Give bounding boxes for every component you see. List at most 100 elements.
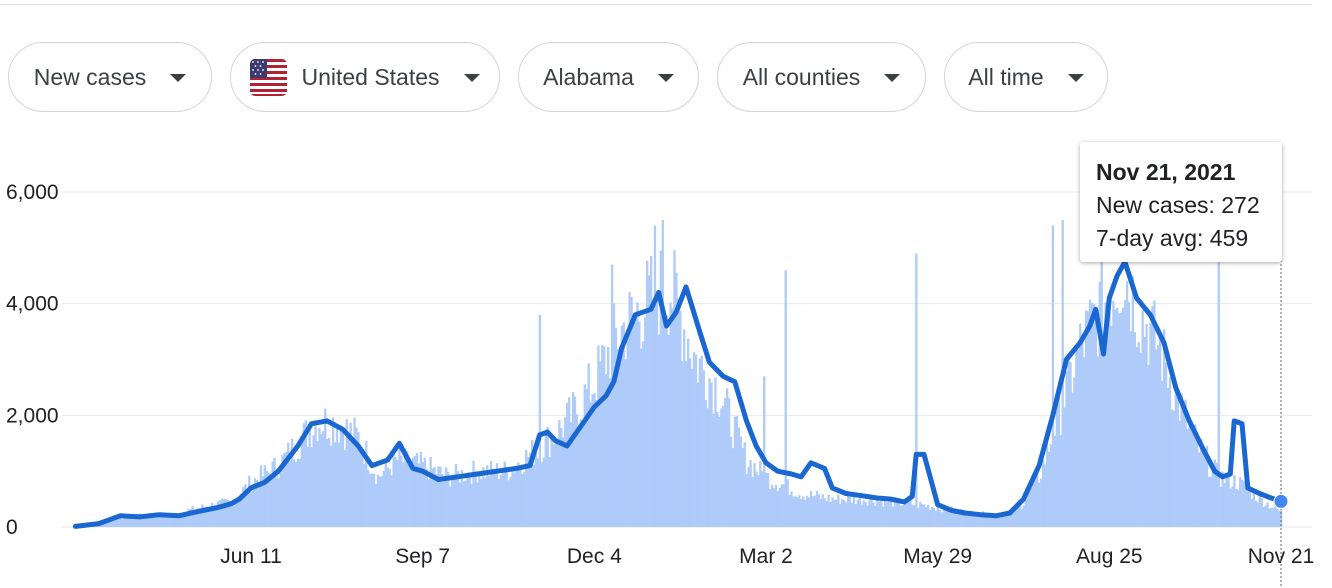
daily-cases-bar <box>1164 362 1168 527</box>
cases-chart[interactable]: 0 2,000 4,000 6,000 Jun 11 Sep 7 Dec 4 Mar 2 Ma… <box>0 130 1332 588</box>
daily-cases-bar <box>667 334 670 527</box>
daily-cases-bar <box>825 501 828 527</box>
daily-cases-bar <box>612 303 616 527</box>
daily-cases-bar <box>704 399 707 527</box>
daily-cases-bar <box>566 402 569 527</box>
daily-cases-bar <box>376 474 380 527</box>
daily-cases-bar <box>316 441 319 527</box>
daily-cases-bar <box>228 500 231 527</box>
daily-cases-bar <box>923 504 926 527</box>
daily-cases-bar <box>702 370 705 527</box>
daily-cases-bar <box>271 461 274 527</box>
daily-cases-bar <box>209 507 212 527</box>
daily-cases-bar <box>367 470 370 527</box>
daily-cases-bar <box>794 496 797 527</box>
daily-cases-bar <box>1217 247 1220 527</box>
daily-cases-bar <box>380 476 384 527</box>
daily-cases-bar <box>915 253 918 527</box>
daily-cases-bar <box>1133 332 1137 527</box>
daily-cases-bar <box>462 481 465 527</box>
daily-cases-bar <box>848 496 852 527</box>
daily-cases-bar <box>583 384 586 527</box>
daily-cases-bar <box>388 468 391 527</box>
daily-cases-bar <box>653 225 657 527</box>
daily-cases-bar <box>146 516 149 527</box>
daily-cases-bar <box>499 474 503 527</box>
metric-dropdown[interactable]: New cases <box>8 42 212 112</box>
daily-cases-bar <box>805 495 809 527</box>
daily-cases-bar <box>903 504 906 527</box>
daily-cases-bar <box>1045 442 1049 527</box>
daily-cases-bar <box>759 460 762 527</box>
daily-cases-bar <box>807 497 811 527</box>
daily-cases-bar <box>261 476 265 527</box>
daily-cases-bar <box>862 500 865 527</box>
daily-cases-bar <box>1098 281 1101 527</box>
daily-cases-bar <box>138 513 142 527</box>
daily-cases-bar <box>841 499 844 527</box>
daily-cases-bar <box>1073 377 1076 527</box>
daily-cases-bar <box>887 499 891 527</box>
daily-cases-bar <box>1186 428 1189 527</box>
daily-cases-bar <box>236 497 239 527</box>
daily-cases-bar <box>626 333 629 527</box>
daily-cases-bar <box>954 508 957 527</box>
daily-cases-bar <box>107 520 110 527</box>
daily-cases-bar <box>302 423 305 527</box>
daily-cases-bar <box>1096 356 1099 527</box>
daily-cases-bar <box>166 516 169 527</box>
country-dropdown[interactable]: United States <box>230 42 500 112</box>
tooltip-date: Nov 21, 2021 <box>1096 159 1236 185</box>
time-range-dropdown[interactable]: All time <box>944 42 1108 112</box>
daily-cases-bar <box>726 388 729 527</box>
daily-cases-bar <box>495 463 499 527</box>
daily-cases-bar <box>885 502 889 527</box>
daily-cases-bar <box>493 473 497 527</box>
daily-cases-bar <box>761 471 764 527</box>
daily-cases-bar <box>593 393 596 527</box>
daily-cases-bar <box>257 486 261 527</box>
x-axis-ticks: Jun 11 Sep 7 Dec 4 Mar 2 May 29 Aug 25 Nov 21 <box>220 545 1314 568</box>
daily-cases-bar <box>251 483 255 527</box>
daily-cases-bar <box>290 438 294 527</box>
state-dropdown[interactable]: Alabama <box>518 42 699 112</box>
daily-cases-bar <box>181 514 185 527</box>
chevron-down-icon <box>463 74 480 82</box>
daily-cases-bar <box>1051 225 1055 527</box>
daily-cases-bar <box>173 512 177 527</box>
daily-cases-bar <box>981 511 984 527</box>
daily-cases-bar <box>573 396 577 527</box>
daily-cases-bar <box>1227 470 1230 527</box>
daily-cases-bar <box>1229 488 1232 527</box>
daily-cases-bar <box>1244 488 1248 527</box>
daily-cases-bar <box>127 518 130 527</box>
daily-cases-bar <box>409 463 413 527</box>
daily-cases-bar <box>131 516 134 527</box>
daily-cases-bar <box>856 499 860 527</box>
daily-cases-bar <box>1242 481 1246 527</box>
daily-cases-bar <box>766 473 770 527</box>
daily-cases-bar <box>123 517 126 527</box>
daily-cases-bar <box>437 466 440 527</box>
daily-cases-bar <box>605 374 608 527</box>
daily-cases-bar <box>694 354 698 527</box>
daily-cases-bar <box>205 506 208 527</box>
daily-cases-bar <box>638 321 641 527</box>
daily-cases-bar <box>895 499 899 527</box>
x-tick-label: Sep 7 <box>395 545 450 568</box>
daily-cases-bar <box>987 516 990 527</box>
daily-cases-bar <box>1047 451 1051 527</box>
daily-cases-bar <box>136 517 140 527</box>
daily-cases-bar <box>1278 510 1281 527</box>
daily-cases-bar <box>1149 322 1152 527</box>
daily-cases-bar <box>115 519 118 527</box>
daily-cases-bar <box>544 433 547 527</box>
tooltip-new-cases: New cases: 272 <box>1096 192 1260 218</box>
daily-cases-bar <box>480 478 483 527</box>
daily-cases-bar <box>958 511 961 527</box>
daily-cases-bar <box>770 484 774 527</box>
daily-cases-bar <box>620 325 623 527</box>
daily-cases-bar <box>509 477 512 527</box>
county-dropdown[interactable]: All counties <box>717 42 926 112</box>
daily-cases-bar <box>891 506 895 527</box>
